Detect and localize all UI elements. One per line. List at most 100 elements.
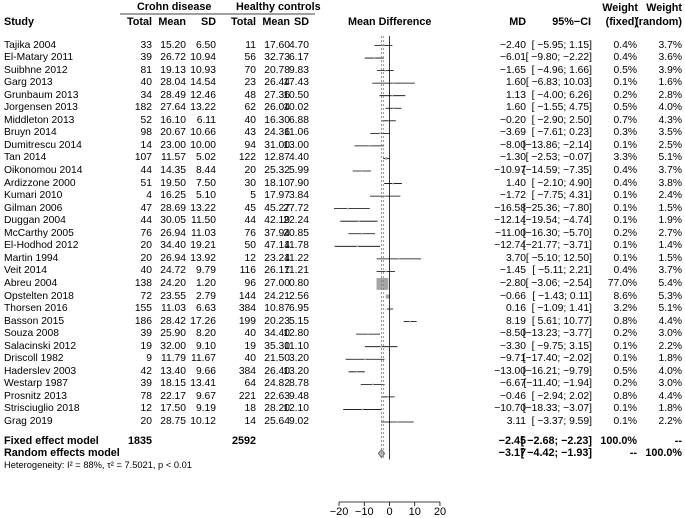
sd-crohn: 11.67 xyxy=(190,353,216,365)
md-value: 1.13 xyxy=(505,89,526,101)
random-ci: [ −4.42; −1.93] xyxy=(520,446,592,459)
md-value: −10.70 xyxy=(494,403,526,415)
weight-random: 3.7% xyxy=(658,265,682,277)
effect-square xyxy=(392,107,395,110)
mean-crohn: 27.64 xyxy=(160,102,186,114)
effect-square xyxy=(385,294,390,299)
sd-crohn: 14.54 xyxy=(190,77,216,89)
mean-healthy: 10.87 xyxy=(264,303,290,315)
sd-crohn: 8.44 xyxy=(195,165,216,176)
weight-random: 1.5% xyxy=(658,202,682,214)
total-healthy: 144 xyxy=(238,290,256,302)
header-total-healthy: Total xyxy=(231,16,256,28)
ci-value: [−18.33; −3.07] xyxy=(522,403,592,415)
weight-random: 3.6% xyxy=(658,52,682,64)
sd-healthy: 9.48 xyxy=(288,390,309,402)
sd-healthy: 6.17 xyxy=(288,52,309,64)
sd-crohn: 9.66 xyxy=(195,365,216,377)
md-value: −0.20 xyxy=(499,114,526,126)
study-name: Jorgensen 2013 xyxy=(4,102,78,114)
total-crohn: 186 xyxy=(134,315,152,327)
study-name: Westarp 1987 xyxy=(4,378,68,390)
total-crohn: 40 xyxy=(140,265,152,277)
mean-crohn: 28.42 xyxy=(160,315,186,327)
total-crohn: 44 xyxy=(140,215,152,227)
mean-healthy: 26.17 xyxy=(264,265,290,277)
group-header-crohn: Crohn disease xyxy=(137,1,212,13)
total-crohn: 14 xyxy=(140,139,152,151)
total-healthy: 56 xyxy=(244,52,256,64)
effect-square xyxy=(373,57,376,59)
weight-fixed: 0.8% xyxy=(613,390,637,402)
weight-fixed: 0.1% xyxy=(613,340,637,352)
effect-square xyxy=(384,157,388,160)
sd-healthy: 11.10 xyxy=(283,340,309,352)
mean-crohn: 24.20 xyxy=(160,277,186,289)
weight-random: 5.1% xyxy=(658,303,682,315)
ci-value: [−16.21; −9.79] xyxy=(522,365,592,377)
sd-healthy: 9.83 xyxy=(288,64,309,76)
mean-healthy: 25.32 xyxy=(264,165,290,176)
ci-value: [ −2.53; −0.07] xyxy=(525,152,592,164)
fixed-effect-label: Fixed effect model xyxy=(4,434,99,447)
weight-fixed: 0.1% xyxy=(613,252,637,264)
mean-crohn: 20.67 xyxy=(160,127,186,139)
ci-value: [ −5.95; 1.15] xyxy=(531,39,592,51)
mean-crohn: 28.69 xyxy=(160,202,186,214)
total-healthy: 45 xyxy=(244,202,256,214)
weight-fixed: 0.1% xyxy=(613,353,637,365)
weight-fixed: 0.1% xyxy=(613,77,637,89)
mean-crohn: 26.94 xyxy=(160,252,186,264)
mean-crohn: 23.00 xyxy=(160,139,186,151)
weight-fixed: 0.8% xyxy=(613,315,637,327)
fixed-weight-fixed: 100.0% xyxy=(600,434,637,447)
effect-square xyxy=(384,69,387,72)
sd-healthy: 10.02 xyxy=(283,102,309,114)
weight-random: 5.3% xyxy=(658,290,682,302)
weight-random: 1.9% xyxy=(658,215,682,227)
header-mean-difference: Mean Difference xyxy=(348,16,432,28)
header-study: Study xyxy=(4,16,34,28)
effect-square xyxy=(392,82,395,84)
md-value: 1.60 xyxy=(505,102,526,114)
ci-value: [ −4.96; 1.66] xyxy=(531,64,592,76)
ci-value: [ −2.10; 4.90] xyxy=(531,177,592,189)
weight-fixed: 0.1% xyxy=(613,202,637,214)
weight-random: 1.8% xyxy=(658,353,682,365)
total-crohn: 4 xyxy=(146,190,152,202)
sd-healthy: 3.20 xyxy=(288,353,309,365)
sd-healthy: 11.22 xyxy=(283,252,309,264)
mean-crohn: 23.55 xyxy=(160,290,186,302)
weight-random: 3.8% xyxy=(658,177,682,189)
total-healthy: 14 xyxy=(244,416,256,427)
mean-healthy: 45.27 xyxy=(264,202,290,214)
ci-value: [ −9.75; 3.15] xyxy=(531,340,592,352)
sd-crohn: 7.50 xyxy=(195,177,216,189)
study-name: Gilman 2006 xyxy=(4,202,63,214)
total-healthy: 5 xyxy=(250,190,256,202)
weight-fixed: 0.1% xyxy=(613,139,637,151)
mean-healthy: 26.44 xyxy=(264,77,290,89)
sd-crohn: 8.20 xyxy=(195,328,216,340)
fixed-md: −2.45 xyxy=(498,434,526,447)
study-name: Grunbaum 2013 xyxy=(4,89,79,101)
sd-healthy: 22.24 xyxy=(283,215,309,227)
ci-value: [−13.23; −3.77] xyxy=(522,328,592,340)
mean-crohn: 16.25 xyxy=(160,190,186,202)
mean-healthy: 24.21 xyxy=(264,290,290,302)
x-tick-label: 20 xyxy=(433,506,447,518)
total-healthy: 70 xyxy=(244,64,256,76)
sd-healthy: 10.50 xyxy=(283,89,309,101)
total-healthy: 221 xyxy=(238,390,256,402)
md-value: 3.11 xyxy=(506,416,526,427)
ci-value: [ −4.00; 6.26] xyxy=(531,89,592,101)
md-value: 1.40 xyxy=(505,177,526,189)
weight-random: 2.5% xyxy=(658,139,682,151)
sd-healthy: 12.80 xyxy=(283,328,309,340)
total-healthy: 23 xyxy=(244,77,256,89)
group-header-healthy: Healthy controls xyxy=(236,1,321,13)
weight-random: 5.4% xyxy=(658,277,682,289)
effect-square xyxy=(379,132,381,135)
total-healthy: 43 xyxy=(244,127,256,139)
effect-square xyxy=(356,245,359,248)
